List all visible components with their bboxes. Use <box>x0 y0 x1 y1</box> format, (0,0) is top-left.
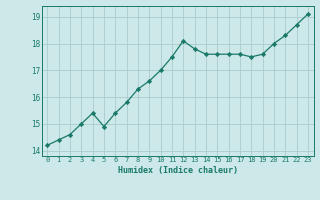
X-axis label: Humidex (Indice chaleur): Humidex (Indice chaleur) <box>118 166 237 175</box>
